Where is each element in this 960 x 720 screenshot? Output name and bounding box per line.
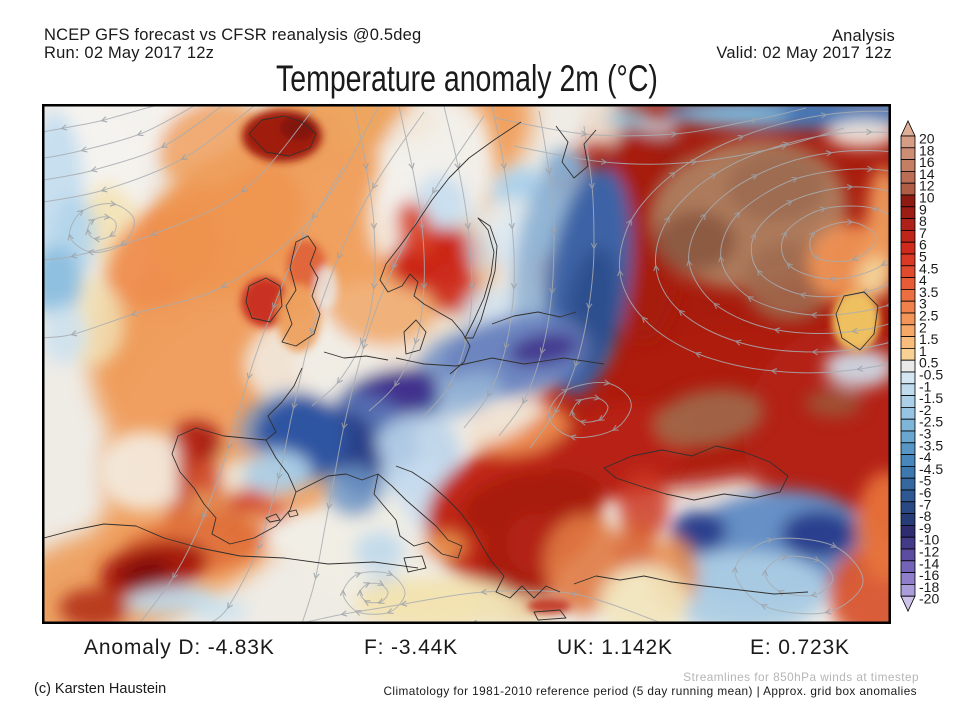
svg-text:20: 20 [919, 131, 935, 147]
svg-text:-2.5: -2.5 [919, 414, 943, 430]
svg-text:1: 1 [919, 343, 927, 359]
svg-text:-6: -6 [919, 485, 932, 501]
svg-text:9: 9 [919, 201, 927, 217]
svg-text:-16: -16 [919, 567, 939, 583]
svg-text:2: 2 [919, 319, 927, 335]
svg-text:7: 7 [919, 225, 927, 241]
svg-text:-2: -2 [919, 402, 932, 418]
svg-text:-1.5: -1.5 [919, 390, 943, 406]
svg-text:16: 16 [919, 154, 935, 170]
svg-text:-1: -1 [919, 378, 932, 394]
svg-text:-3.5: -3.5 [919, 437, 943, 453]
svg-text:-5: -5 [919, 473, 932, 489]
svg-text:0.5: 0.5 [919, 355, 939, 371]
svg-text:-10: -10 [919, 532, 939, 548]
svg-text:-7: -7 [919, 496, 932, 512]
svg-text:-9: -9 [919, 520, 932, 536]
svg-text:14: 14 [919, 166, 935, 182]
svg-text:6: 6 [919, 237, 927, 253]
svg-text:-3: -3 [919, 426, 932, 442]
svg-text:3.5: 3.5 [919, 284, 939, 300]
svg-text:1.5: 1.5 [919, 331, 939, 347]
svg-text:10: 10 [919, 190, 935, 206]
svg-text:-14: -14 [919, 555, 939, 571]
svg-text:4: 4 [919, 272, 927, 288]
svg-text:-18: -18 [919, 579, 939, 595]
svg-text:4.5: 4.5 [919, 260, 939, 276]
svg-text:18: 18 [919, 142, 935, 158]
svg-text:8: 8 [919, 213, 927, 229]
svg-text:5: 5 [919, 249, 927, 265]
svg-text:12: 12 [919, 178, 935, 194]
svg-text:2.5: 2.5 [919, 308, 939, 324]
svg-text:-12: -12 [919, 544, 939, 560]
svg-text:-20: -20 [919, 591, 939, 607]
svg-text:-8: -8 [919, 508, 932, 524]
svg-text:-4.5: -4.5 [919, 461, 943, 477]
svg-text:3: 3 [919, 296, 927, 312]
svg-text:-0.5: -0.5 [919, 367, 943, 383]
svg-text:-4: -4 [919, 449, 932, 465]
